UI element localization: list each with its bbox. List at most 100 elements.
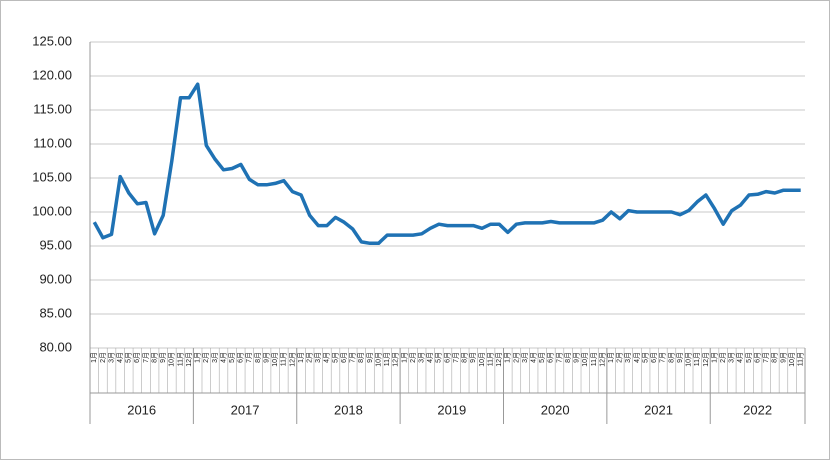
y-tick-label: 90.00: [39, 271, 72, 286]
x-tick-label: 3月: [211, 352, 219, 363]
x-tick-label: 11月: [797, 352, 805, 366]
year-label: 2022: [743, 402, 772, 417]
x-tick-label: 9月: [262, 352, 270, 363]
x-tick-label: 8月: [254, 352, 262, 363]
x-tick-label: 5月: [125, 352, 133, 363]
y-tick-label: 95.00: [39, 237, 72, 252]
x-tick-label: 3月: [728, 352, 736, 363]
x-tick-label: 5月: [331, 352, 339, 363]
x-tick-label: 5月: [641, 352, 649, 363]
x-tick-label: 10月: [581, 352, 589, 367]
x-tick-label: 4月: [633, 352, 641, 363]
x-tick-label: 8月: [667, 352, 675, 363]
x-tick-label: 12月: [702, 352, 710, 367]
x-tick-label: 6月: [340, 352, 348, 363]
x-tick-label: 11月: [486, 352, 494, 366]
x-tick-label: 3月: [521, 352, 529, 363]
x-tick-label: 10月: [271, 352, 279, 367]
x-tick-label: 7月: [762, 352, 770, 363]
x-tick-label: 3月: [314, 352, 322, 363]
x-tick-label: 2月: [719, 352, 727, 363]
x-tick-label: 10月: [788, 352, 796, 367]
x-tick-label: 2月: [409, 352, 417, 363]
x-tick-label: 6月: [650, 352, 658, 363]
x-tick-label: 7月: [142, 352, 150, 363]
x-tick-label: 4月: [323, 352, 331, 363]
x-tick-label: 4月: [736, 352, 744, 363]
y-tick-label: 105.00: [32, 169, 72, 184]
y-tick-label: 100.00: [32, 203, 72, 218]
x-tick-label: 1月: [504, 352, 512, 363]
y-tick-label: 85.00: [39, 305, 72, 320]
x-tick-label: 12月: [392, 352, 400, 367]
x-tick-label: 11月: [280, 352, 288, 366]
year-label: 2021: [644, 402, 673, 417]
y-tick-label: 125.00: [32, 33, 72, 48]
x-tick-label: 12月: [288, 352, 296, 367]
x-tick-label: 1月: [607, 352, 615, 363]
data-line: [92, 82, 801, 246]
x-tick-label: 3月: [107, 352, 115, 363]
x-tick-label: 6月: [547, 352, 555, 363]
x-tick-label: 9月: [366, 352, 374, 363]
x-tick-label: 9月: [573, 352, 581, 363]
x-tick-label: 10月: [168, 352, 176, 367]
x-tick-label: 11月: [176, 352, 184, 366]
x-tick-label: 7月: [555, 352, 563, 363]
x-tick-label: 12月: [598, 352, 606, 367]
x-tick-label: 4月: [529, 352, 537, 363]
x-tick-label: 5月: [228, 352, 236, 363]
x-tick-label: 9月: [676, 352, 684, 363]
x-tick-label: 9月: [159, 352, 167, 363]
y-tick-label: 120.00: [32, 67, 72, 82]
x-tick-label: 2月: [306, 352, 314, 363]
x-tick-label: 3月: [624, 352, 632, 363]
year-label: 2017: [231, 402, 260, 417]
y-tick-label: 80.00: [39, 339, 72, 354]
x-tick-label: 7月: [245, 352, 253, 363]
x-tick-label: 7月: [659, 352, 667, 363]
x-tick-label: 9月: [779, 352, 787, 363]
x-tick-label: 10月: [478, 352, 486, 367]
x-tick-label: 8月: [357, 352, 365, 363]
x-tick-label: 5月: [435, 352, 443, 363]
x-tick-label: 1月: [710, 352, 718, 363]
x-tick-label: 8月: [564, 352, 572, 363]
x-tick-label: 11月: [693, 352, 701, 366]
x-tick-label: 5月: [538, 352, 546, 363]
x-tick-label: 4月: [219, 352, 227, 363]
x-tick-label: 12月: [495, 352, 503, 367]
x-tick-label: 5月: [745, 352, 753, 363]
x-tick-label: 4月: [116, 352, 124, 363]
year-label: 2018: [334, 402, 363, 417]
year-label: 2019: [437, 402, 466, 417]
x-tick-label: 8月: [150, 352, 158, 363]
x-tick-label: 6月: [133, 352, 141, 363]
x-tick-label: 2月: [99, 352, 107, 363]
x-tick-label: 12月: [185, 352, 193, 367]
year-label: 2016: [127, 402, 156, 417]
x-tick-label: 10月: [374, 352, 382, 367]
x-tick-label: 4月: [426, 352, 434, 363]
x-tick-label: 6月: [237, 352, 245, 363]
x-tick-label: 9月: [469, 352, 477, 363]
x-tick-label: 11月: [383, 352, 391, 366]
x-tick-label: 1月: [400, 352, 408, 363]
x-tick-label: 2月: [202, 352, 210, 363]
x-tick-label: 10月: [685, 352, 693, 367]
x-tick-label: 2月: [616, 352, 624, 363]
x-tick-label: 7月: [452, 352, 460, 363]
x-tick-label: 3月: [418, 352, 426, 363]
x-tick-label: 6月: [753, 352, 761, 363]
x-tick-label: 1月: [194, 352, 202, 363]
x-tick-label: 7月: [349, 352, 357, 363]
x-tick-label: 1月: [297, 352, 305, 363]
x-tick-label: 8月: [461, 352, 469, 363]
x-tick-label: 2月: [512, 352, 520, 363]
y-tick-label: 115.00: [33, 101, 72, 116]
x-tick-label: 6月: [443, 352, 451, 363]
x-tick-label: 1月: [90, 352, 98, 363]
y-tick-label: 110.00: [33, 135, 72, 150]
